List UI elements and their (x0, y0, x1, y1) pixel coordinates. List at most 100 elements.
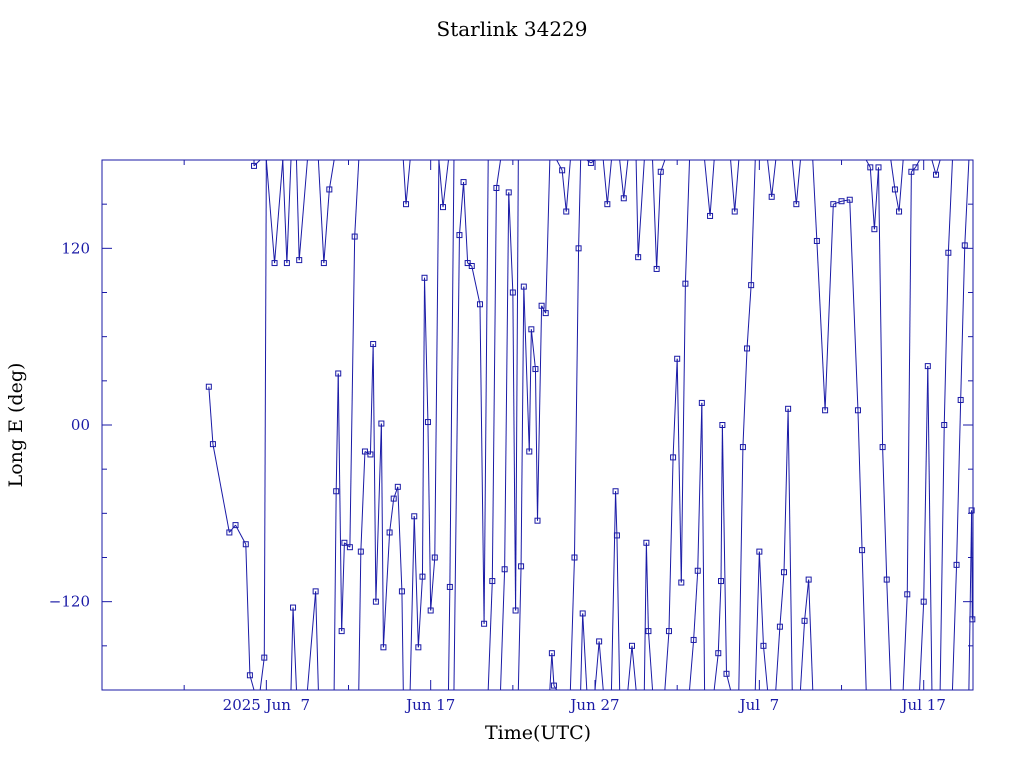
data-point-marker (805, 576, 812, 583)
series-segment (660, 159, 666, 172)
series-segment (701, 402, 706, 691)
series-segment (295, 159, 300, 261)
series-segment (458, 182, 465, 236)
series-segment (413, 516, 419, 648)
data-point-marker (707, 212, 714, 219)
data-point-marker (386, 529, 393, 536)
series-segment (758, 551, 764, 646)
series-segment (643, 542, 647, 691)
series-segment (405, 159, 411, 205)
data-point-marker (209, 441, 216, 448)
series-segment (697, 402, 703, 571)
data-point-marker (698, 399, 705, 406)
data-point-marker (528, 326, 535, 333)
series-segment (417, 576, 423, 648)
series-segment (500, 569, 506, 691)
data-point-marker (945, 249, 952, 256)
data-point-marker (920, 598, 927, 605)
data-point-marker (612, 488, 619, 495)
series-segment (442, 159, 449, 208)
series-segment (397, 486, 403, 592)
data-point-marker (596, 638, 603, 645)
series-segment (534, 369, 538, 521)
series-segment (380, 423, 384, 648)
data-point-marker (538, 302, 545, 309)
series-segment (647, 631, 654, 691)
series-segment (849, 199, 859, 411)
data-point-marker (563, 208, 570, 215)
data-point-marker (338, 628, 345, 635)
series-segment (253, 159, 261, 167)
data-point-marker (653, 265, 660, 272)
x-tick-label: Jun 17 (404, 696, 455, 714)
data-point-marker (875, 164, 882, 171)
series-segment (960, 245, 966, 400)
data-point-marker (380, 644, 387, 651)
data-point-marker (801, 617, 808, 624)
series-segment (619, 159, 625, 199)
data-point-marker (838, 198, 845, 205)
data-point-marker (559, 167, 566, 174)
data-point-marker (501, 566, 508, 573)
data-point-marker (879, 444, 886, 451)
series-segment (337, 373, 343, 632)
data-point-marker (776, 623, 783, 630)
data-point-marker (378, 420, 385, 427)
series-segment (882, 447, 888, 580)
series-segment (580, 613, 584, 691)
series-segment (968, 510, 973, 691)
series-segment (491, 187, 497, 582)
series-segment (212, 444, 230, 533)
data-point-marker (320, 260, 327, 267)
data-point-marker (372, 598, 379, 605)
series-segment (869, 167, 875, 230)
data-point-marker (390, 495, 397, 502)
data-point-marker (446, 583, 453, 590)
series-segment (565, 159, 571, 212)
data-point-marker (813, 237, 820, 244)
data-point-marker (723, 670, 730, 677)
data-point-marker (481, 620, 488, 627)
series-segment (504, 192, 510, 570)
data-point-marker (635, 254, 642, 261)
series-segment (483, 159, 489, 624)
data-point-marker (871, 226, 878, 233)
series-segment (360, 451, 366, 552)
series-segment (402, 159, 407, 205)
series-segment (923, 366, 929, 602)
data-point-marker (768, 193, 775, 200)
series-segment (259, 657, 265, 691)
series-segment (631, 645, 637, 691)
series-segment (341, 542, 345, 632)
series-segment (890, 159, 896, 190)
data-point-marker (867, 164, 874, 171)
series-segment (783, 408, 789, 573)
x-tick-label: Jul 7 (738, 696, 780, 714)
x-tick-labels: 2025 Jun 7 Jun 17 Jun 27 Jul 7 Jul 17 (223, 696, 946, 714)
series-segment (228, 524, 236, 533)
series-segment (401, 591, 404, 691)
series-segment (808, 579, 814, 691)
data-point-marker (846, 196, 853, 203)
series-segment (956, 399, 962, 565)
series-segment (799, 620, 806, 691)
series-segment (315, 591, 319, 691)
data-point-marker (440, 204, 447, 211)
series-segment (290, 607, 294, 691)
series-segment (317, 159, 325, 264)
data-point-marker (398, 588, 405, 595)
data-point-marker (351, 233, 358, 240)
series-segment (615, 491, 618, 536)
series-segment (857, 410, 863, 551)
series-segment (689, 639, 695, 691)
series-segment (512, 292, 517, 611)
series-segment (292, 607, 297, 691)
series-segment (286, 159, 292, 264)
series-segment (964, 159, 970, 246)
chart-title: Starlink 34229 (437, 17, 588, 41)
series-segment (873, 167, 880, 230)
data-point-marker (969, 616, 976, 623)
data-point-marker (367, 451, 374, 458)
series-segment (434, 159, 440, 558)
y-tick-label: −120 (49, 593, 90, 611)
